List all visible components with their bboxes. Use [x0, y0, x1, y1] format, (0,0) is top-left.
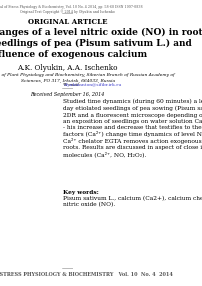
Text: Siberian Institute of Plant Physiology and Biochemistry, Siberian Branch of Russ: Siberian Institute of Plant Physiology a… [0, 73, 174, 82]
Text: olyukinanton@sifibr.irk.ru: olyukinanton@sifibr.irk.ru [63, 83, 121, 87]
Text: Original Text Copyright © 2014 by Olyukin and Ischenko: Original Text Copyright © 2014 by Olyuki… [20, 9, 115, 14]
Text: A.K. Olyukin, A.A. Ischenko: A.K. Olyukin, A.A. Ischenko [17, 64, 118, 72]
Text: Received September 16, 2014: Received September 16, 2014 [31, 92, 105, 97]
Text: Key words:: Key words: [63, 190, 98, 195]
Text: Studied time dynamics (during 60 minutes) a level oxide nitric (NO) in cross cut: Studied time dynamics (during 60 minutes… [63, 99, 202, 157]
Text: Journal of Stress Physiology & Biochemistry, Vol. 10 No. 4 2014, pp. 58-68 ISSN : Journal of Stress Physiology & Biochemis… [0, 5, 143, 9]
Text: Pisum sativum L., calcium (Ca2+), calcium chelate (EGTA), fluorescent probe,
nit: Pisum sativum L., calcium (Ca2+), calciu… [63, 196, 202, 207]
Text: ORIGINAL ARTICLE: ORIGINAL ARTICLE [28, 18, 107, 26]
Text: Rhythmical changes of a level nitric oxide (NO) in roots
etiolated seedlings of : Rhythmical changes of a level nitric oxi… [0, 28, 202, 59]
Text: *E-mail:: *E-mail: [63, 83, 81, 87]
Text: JOURNAL OF STRESS PHYSIOLOGY & BIOCHEMISTRY   Vol. 10  No. 4  2014: JOURNAL OF STRESS PHYSIOLOGY & BIOCHEMIS… [0, 272, 173, 277]
